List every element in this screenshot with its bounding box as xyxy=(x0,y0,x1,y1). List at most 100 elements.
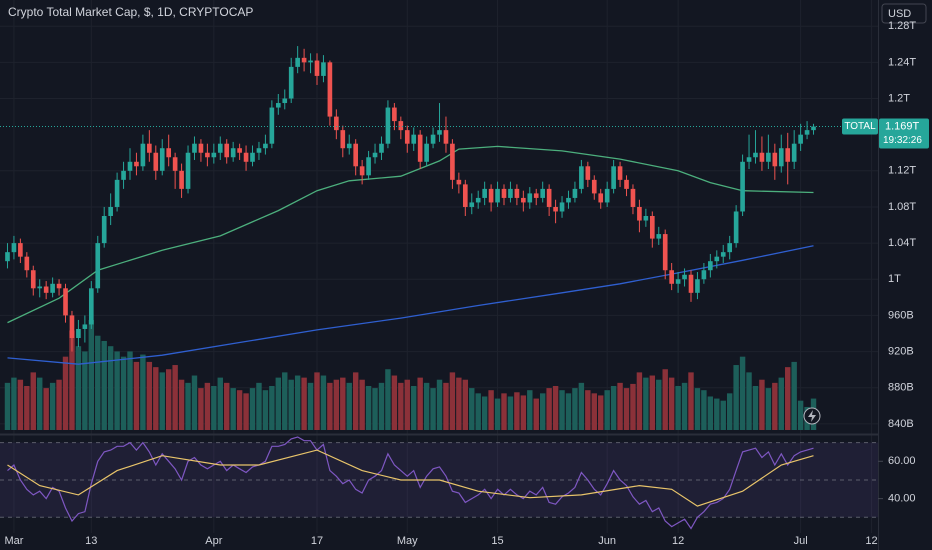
volume-bar xyxy=(127,351,133,430)
volume-bar xyxy=(398,382,404,430)
volume-bar xyxy=(565,393,572,430)
volume-bar xyxy=(217,377,223,430)
y-tick-label: 1.28T xyxy=(888,20,916,32)
candle-body xyxy=(134,161,139,167)
volume-bar xyxy=(43,388,49,430)
candle-body xyxy=(392,107,397,122)
volume-bar xyxy=(733,365,739,430)
volume-bar xyxy=(533,398,539,430)
volume-bar xyxy=(604,390,610,430)
x-tick-label: Mar xyxy=(4,535,23,547)
volume-bar xyxy=(765,388,772,430)
candle-body xyxy=(811,126,816,131)
candle-body xyxy=(43,286,49,293)
volume-bar xyxy=(391,375,398,430)
volume-bar xyxy=(75,346,82,430)
candle-body xyxy=(398,121,404,131)
candle-body xyxy=(759,152,765,162)
candle-body xyxy=(198,143,204,153)
candle-body xyxy=(205,152,210,158)
candle-body xyxy=(669,270,674,284)
candle-body xyxy=(295,57,300,67)
rsi-tick-label: 60.00 xyxy=(888,455,916,467)
volume-bar xyxy=(365,386,372,430)
y-tick-label: 920B xyxy=(888,345,914,357)
candle-body xyxy=(656,234,662,239)
x-tick-label: Apr xyxy=(205,535,222,547)
candle-body xyxy=(637,206,642,221)
candle-body xyxy=(340,130,346,149)
price-value-box xyxy=(879,118,929,149)
volume-bar xyxy=(24,386,30,430)
moving-average-line xyxy=(7,245,814,365)
volume-bar xyxy=(198,388,204,430)
volume-bar xyxy=(791,361,797,430)
candle-body xyxy=(411,134,417,144)
volume-bar xyxy=(159,372,165,430)
volume-bar xyxy=(153,367,159,430)
currency[interactable]: USD xyxy=(888,8,911,20)
volume-bar xyxy=(752,386,759,430)
candle-body xyxy=(643,216,649,221)
candle-body xyxy=(18,243,23,257)
candle-body xyxy=(263,143,268,149)
candle-body xyxy=(695,279,700,293)
candle-body xyxy=(108,206,113,216)
volume-bar xyxy=(107,346,114,430)
candle-body xyxy=(327,62,333,117)
candle-body xyxy=(733,211,739,244)
volume-bar xyxy=(236,390,243,430)
candle-body xyxy=(282,98,288,104)
candle-body xyxy=(301,57,307,63)
volume-bar xyxy=(404,379,410,430)
volume-bar xyxy=(340,377,346,430)
volume-bar xyxy=(643,377,649,430)
volume-bar xyxy=(668,377,675,430)
candle-body xyxy=(617,166,623,180)
candle-body xyxy=(5,252,10,262)
candle-body xyxy=(688,274,694,293)
candle-body xyxy=(417,134,423,162)
candle-body xyxy=(753,152,758,158)
volume-bar xyxy=(411,386,417,430)
candle-body xyxy=(269,107,275,144)
x-tick-label: 12 xyxy=(865,535,877,547)
x-tick-label: 17 xyxy=(311,535,323,547)
y-tick-label: 1.2T xyxy=(888,92,910,104)
volume-bar xyxy=(133,361,140,430)
rsi-ma-line xyxy=(7,449,814,507)
candle-body xyxy=(804,130,810,135)
candle-body xyxy=(308,60,313,63)
price-value: 1.169T xyxy=(885,120,920,132)
volume-bar xyxy=(82,351,88,430)
volume-bar xyxy=(720,400,726,430)
alert-icon-bolt[interactable] xyxy=(808,410,816,422)
volume-bar xyxy=(701,390,707,430)
candle-body xyxy=(147,143,152,153)
candle-body xyxy=(437,130,442,135)
volume-bar xyxy=(140,354,146,430)
candle-body xyxy=(101,216,107,244)
volume-bar xyxy=(514,392,520,430)
candle-body xyxy=(778,148,784,167)
volume-bar xyxy=(17,379,24,430)
candle-body xyxy=(256,148,262,153)
volume-bar xyxy=(346,382,352,430)
candle-body xyxy=(430,134,436,144)
volume-bar xyxy=(423,382,430,430)
grid xyxy=(0,0,878,533)
volume-bar xyxy=(101,340,107,430)
candle-body xyxy=(675,279,681,284)
candle-body xyxy=(566,197,571,203)
candle-body xyxy=(250,152,255,162)
candle-body xyxy=(24,256,30,271)
volume-bar xyxy=(785,367,791,430)
candle-body xyxy=(321,62,326,76)
y-tick-label: 1.08T xyxy=(888,201,916,213)
volume-bar xyxy=(327,382,333,430)
volume-bar xyxy=(352,372,359,430)
alert-icon[interactable] xyxy=(803,407,821,425)
currency-box[interactable] xyxy=(881,3,927,24)
candle-body xyxy=(95,243,101,289)
